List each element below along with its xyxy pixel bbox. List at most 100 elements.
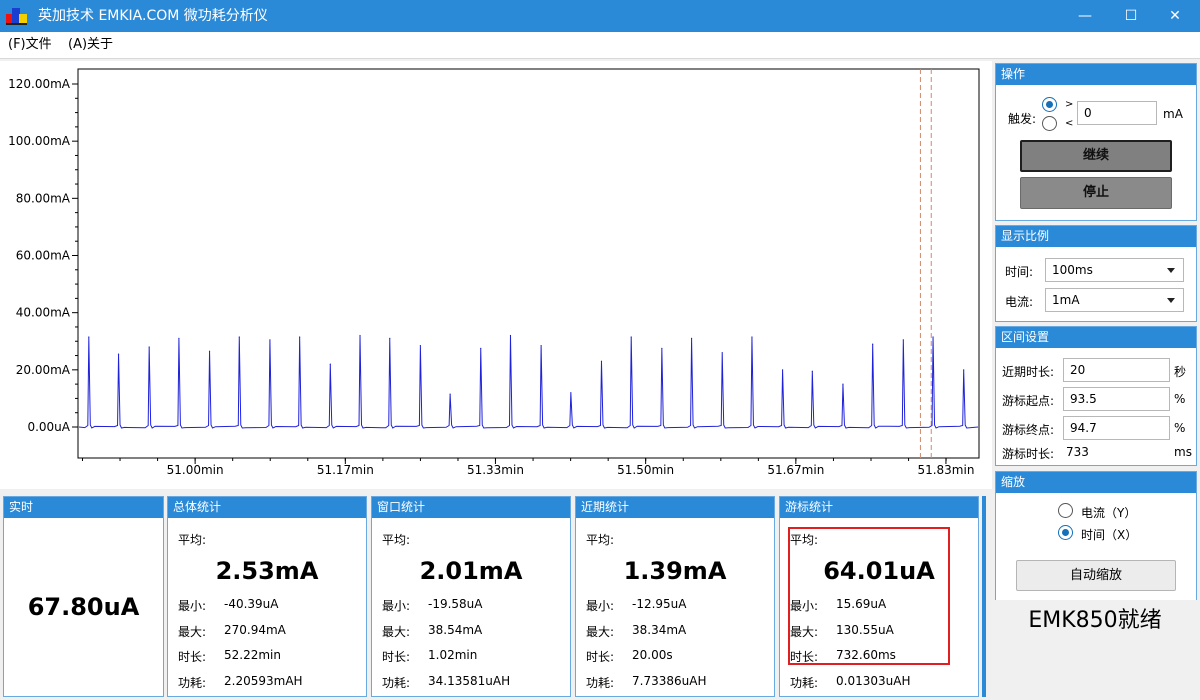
current-trace-line: [78, 335, 979, 429]
cursor-start-unit: %: [1174, 392, 1186, 406]
x-tick-label: 51.00min: [167, 463, 224, 477]
y-tick-label: 40.00mA: [16, 306, 71, 320]
panel-scroll-edge: [982, 496, 986, 697]
recent-min-value: -12.95uA: [632, 597, 687, 611]
window-duration-value: 1.02min: [428, 648, 478, 662]
duration-label: 时长:: [586, 650, 615, 664]
plot-area: [77, 68, 980, 459]
current-peak-point: [661, 347, 663, 349]
current-peak-point: [148, 346, 150, 348]
current-chart[interactable]: 120.00mA 100.00mA 80.00mA 60.00mA 40.00mA 20.…: [0, 61, 992, 489]
cursor-energy-value: 0.01303uAH: [836, 674, 911, 688]
continue-button[interactable]: 继续: [1020, 140, 1172, 172]
x-tick-label: 51.33min: [467, 463, 524, 477]
menu-file[interactable]: (F)文件: [8, 37, 52, 52]
cursor-max-value: 130.55uA: [836, 623, 894, 637]
chevron-down-icon: [1167, 268, 1175, 273]
total-max-value: 270.94mA: [224, 623, 286, 637]
current-peak-point: [299, 336, 301, 338]
window-max-value: 38.54mA: [428, 623, 483, 637]
recent-stats-panel: 近期统计 平均: 1.39mA 最小: -12.95uA 最大: 38.34mA…: [575, 496, 775, 697]
current-peak-point: [117, 353, 120, 355]
menu-bar: (F)文件 (A)关于: [0, 32, 1200, 59]
max-label: 最大:: [790, 625, 819, 639]
trigger-value-input[interactable]: 0: [1077, 101, 1157, 125]
zoom-time-radio[interactable]: [1058, 525, 1073, 540]
current-peak-point: [600, 360, 603, 362]
zoom-current-radio[interactable]: [1058, 503, 1073, 518]
current-peak-point: [842, 383, 844, 385]
x-tick-label: 51.50min: [617, 463, 674, 477]
device-status: EMK850就绪: [1028, 608, 1162, 633]
energy-label: 功耗:: [790, 676, 819, 690]
max-label: 最大:: [586, 625, 615, 639]
cursor-length-value: 733: [1066, 445, 1089, 459]
trigger-label: 触发:: [1008, 112, 1037, 126]
cursor-end-unit: %: [1174, 421, 1186, 435]
maximize-button[interactable]: ☐: [1124, 8, 1138, 24]
menu-about[interactable]: (A)关于: [68, 37, 114, 52]
current-peak-point: [480, 347, 482, 349]
cursor-stats-panel: 游标统计 平均: 64.01uA 最小: 15.69uA 最大: 130.55u…: [779, 496, 979, 697]
x-tick-label: 51.67min: [767, 463, 824, 477]
realtime-header: 实时: [4, 497, 163, 518]
current-peak-point: [88, 336, 90, 338]
time-scale-label: 时间:: [1005, 265, 1034, 279]
current-scale-label: 电流:: [1005, 295, 1034, 309]
current-peak-point: [781, 369, 784, 371]
current-peak-point: [721, 352, 723, 354]
cursor-length-unit: ms: [1174, 445, 1192, 459]
zoom-header: 缩放: [996, 472, 1196, 493]
trigger-gt-label: >: [1065, 99, 1074, 110]
cursor-length-label: 游标时长:: [1002, 447, 1055, 461]
current-chart-panel[interactable]: 120.00mA 100.00mA 80.00mA 60.00mA 40.00mA 20.…: [0, 61, 992, 489]
window-stats-header: 窗口统计: [372, 497, 570, 518]
total-duration-value: 52.22min: [224, 648, 281, 662]
recent-duration-label: 近期时长:: [1002, 365, 1055, 379]
close-button[interactable]: ✕: [1169, 8, 1181, 24]
window-title: 英加技术 EMKIA.COM 微功耗分析仪: [38, 8, 268, 24]
min-label: 最小:: [586, 599, 615, 613]
duration-label: 时长:: [790, 650, 819, 664]
trigger-lt-radio[interactable]: [1042, 116, 1057, 131]
current-peak-point: [389, 337, 391, 339]
current-peak-point: [751, 336, 753, 338]
current-peak-point: [269, 339, 271, 341]
cursor-start-input[interactable]: 93.5: [1063, 387, 1170, 411]
stop-button[interactable]: 停止: [1020, 177, 1172, 209]
recent-max-value: 38.34mA: [632, 623, 687, 637]
total-stats-panel: 总体统计 平均: 2.53mA 最小: -40.39uA 最大: 270.94m…: [167, 496, 367, 697]
trigger-gt-radio[interactable]: [1042, 97, 1057, 112]
current-peak-point: [208, 350, 211, 352]
cursor-end-input[interactable]: 94.7: [1063, 416, 1170, 440]
y-tick-label: 100.00mA: [8, 134, 71, 148]
current-peak-point: [630, 336, 632, 338]
cursor-avg-value: 64.01uA: [823, 557, 935, 585]
x-tick-label: 51.83min: [917, 463, 974, 477]
window-stats-panel: 窗口统计 平均: 2.01mA 最小: -19.58uA 最大: 38.54mA…: [371, 496, 571, 697]
time-scale-select[interactable]: 100ms: [1045, 258, 1184, 282]
minimize-button[interactable]: —: [1078, 8, 1092, 24]
auto-zoom-button[interactable]: 自动缩放: [1016, 560, 1176, 591]
max-label: 最大:: [178, 625, 207, 639]
display-scale-panel: 显示比例 时间: 100ms 电流: 1mA: [995, 225, 1197, 322]
duration-label: 时长:: [382, 650, 411, 664]
recent-duration-input[interactable]: 20: [1063, 358, 1170, 382]
current-scale-select[interactable]: 1mA: [1045, 288, 1184, 312]
current-peak-point: [178, 337, 180, 339]
recent-stats-header: 近期统计: [576, 497, 774, 518]
zoom-time-label: 时间（X）: [1081, 528, 1138, 542]
max-label: 最大:: [382, 625, 411, 639]
duration-label: 时长:: [178, 650, 207, 664]
current-peak-point: [872, 343, 874, 345]
recent-energy-value: 7.73386uAH: [632, 674, 707, 688]
current-peak-point: [449, 393, 451, 395]
app-logo-icon: [6, 8, 27, 25]
recent-duration-value: 20.00s: [632, 648, 673, 662]
operation-header: 操作: [996, 64, 1196, 85]
current-peak-point: [690, 337, 693, 339]
realtime-value: 67.80uA: [27, 593, 140, 621]
min-label: 最小:: [790, 599, 819, 613]
cursor-min-value: 15.69uA: [836, 597, 887, 611]
current-peak-point: [329, 363, 331, 365]
